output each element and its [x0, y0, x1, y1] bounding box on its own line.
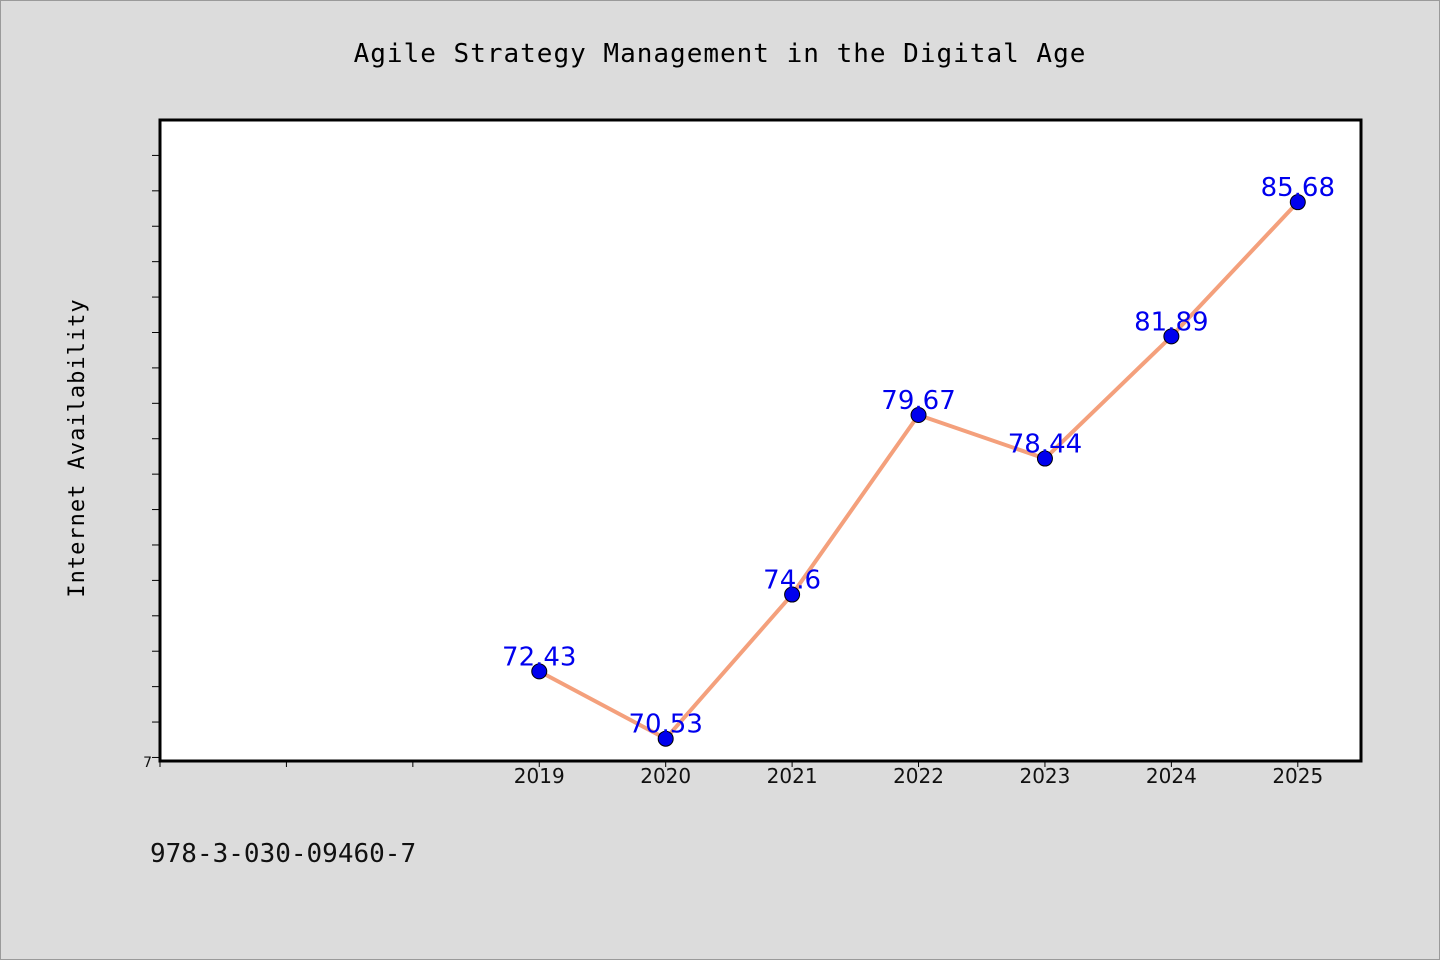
series-markers — [531, 194, 1306, 747]
data-label-2020: 70.53 — [628, 710, 702, 740]
data-label-2023: 78.44 — [1008, 430, 1082, 460]
plot-area — [158, 118, 1363, 763]
y-axis-min-label: 7 — [143, 755, 152, 771]
footnote-isbn: 978-3-030-09460-7 — [150, 839, 416, 869]
data-label-2022: 79.67 — [881, 386, 955, 416]
y-axis-ticks — [152, 154, 160, 758]
y-axis-label: Internet Availability — [65, 298, 90, 597]
data-point-2022 — [910, 407, 927, 424]
data-label-2019: 72.43 — [502, 642, 576, 672]
x-tick-label-2025: 2025 — [1272, 764, 1323, 788]
data-labels: 72.43 70.53 74.6 79.67 78.44 81.89 85.68 — [502, 173, 1335, 740]
x-tick-label-2020: 2020 — [640, 764, 691, 788]
data-point-2025 — [1289, 194, 1306, 211]
chart-title: Agile Strategy Management in the Digital… — [354, 39, 1087, 69]
x-tick-label-2024: 2024 — [1146, 764, 1197, 788]
data-label-2021: 74.6 — [763, 566, 821, 596]
data-label-2024: 81.89 — [1134, 307, 1208, 337]
data-point-2024 — [1163, 328, 1180, 345]
data-point-2020 — [657, 730, 674, 747]
x-tick-label-2023: 2023 — [1019, 764, 1070, 788]
x-tick-label-2021: 2021 — [767, 764, 818, 788]
data-label-2025: 85.68 — [1261, 173, 1335, 203]
data-point-2023 — [1036, 450, 1053, 467]
data-point-2021 — [784, 586, 801, 603]
data-point-2019 — [531, 663, 548, 680]
x-tick-label-2022: 2022 — [893, 764, 944, 788]
x-tick-label-2019: 2019 — [514, 764, 565, 788]
x-axis-ticks — [159, 761, 1299, 767]
x-axis-tick-labels: 2019 2020 2021 2022 2023 2024 2025 — [514, 764, 1323, 788]
